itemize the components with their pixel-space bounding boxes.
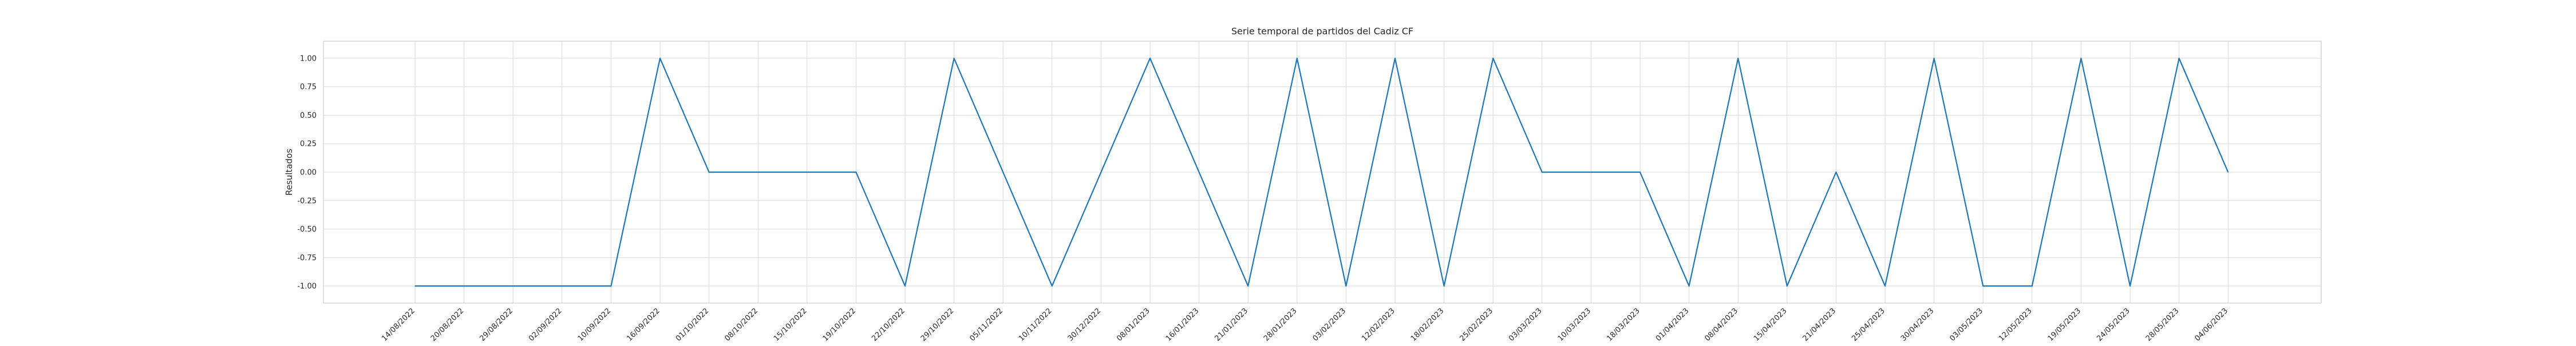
series-layer xyxy=(414,57,2229,287)
y-tick-label: 0.75 xyxy=(300,83,317,92)
y-tick-label: 0.50 xyxy=(300,112,317,120)
x-tick-label: 16/09/2022 xyxy=(625,307,662,343)
x-tick-label: 08/04/2023 xyxy=(1703,307,1740,343)
x-tick-label: 10/09/2022 xyxy=(576,307,613,343)
data-point xyxy=(1787,285,1788,287)
x-tick-label: 29/10/2022 xyxy=(919,307,956,343)
x-tick-label: 25/04/2023 xyxy=(1850,307,1887,343)
data-point xyxy=(1198,172,1200,173)
x-tick-label: 18/03/2023 xyxy=(1605,307,1642,343)
x-axis-ticks: 14/08/2022 20/08/2022 29/08/2022 02/09/2022… xyxy=(380,307,2230,343)
data-point xyxy=(1100,172,1102,173)
x-tick-label: 30/04/2023 xyxy=(1899,307,1936,343)
plot-frame xyxy=(323,41,2322,304)
data-point xyxy=(757,172,758,173)
x-tick-label: 19/10/2022 xyxy=(821,307,858,343)
x-tick-label: 12/05/2023 xyxy=(1997,307,2034,343)
grid-layer xyxy=(323,41,2321,303)
data-point xyxy=(2032,285,2033,287)
x-tick-label: 21/01/2023 xyxy=(1213,307,1250,343)
data-point xyxy=(2129,285,2131,287)
data-point xyxy=(1590,172,1592,173)
x-tick-label: 22/10/2022 xyxy=(870,307,907,343)
x-tick-label: 02/09/2022 xyxy=(527,307,564,343)
x-tick-label: 03/03/2023 xyxy=(1507,307,1544,343)
x-tick-label: 03/05/2023 xyxy=(1948,307,1985,343)
y-tick-label: 0.25 xyxy=(300,140,317,149)
data-point xyxy=(1394,58,1396,59)
data-point xyxy=(1933,58,1935,59)
data-point xyxy=(1247,285,1249,287)
data-point xyxy=(2080,58,2082,59)
x-tick-label: 01/04/2023 xyxy=(1654,307,1691,343)
data-point xyxy=(855,172,857,173)
x-tick-label: 01/10/2022 xyxy=(674,307,711,343)
data-point xyxy=(610,285,612,287)
x-tick-label: 24/05/2023 xyxy=(2095,307,2132,343)
y-axis-ticks: -1.00 -0.75 -0.50 -0.25 0.00 0.25 0.50 0.75 1.00 xyxy=(297,54,317,291)
x-tick-label: 10/03/2023 xyxy=(1556,307,1593,343)
x-tick-label: 28/05/2023 xyxy=(2144,307,2181,343)
y-tick-label: -0.25 xyxy=(297,197,317,205)
x-tick-label: 08/01/2023 xyxy=(1115,307,1152,343)
data-point xyxy=(1639,172,1641,173)
series-line xyxy=(415,57,2229,287)
x-tick-label: 05/11/2022 xyxy=(968,307,1005,343)
x-tick-label: 25/02/2023 xyxy=(1458,307,1495,343)
data-point xyxy=(414,285,416,287)
data-point xyxy=(512,285,513,287)
x-tick-label: 20/08/2022 xyxy=(429,307,466,343)
data-point xyxy=(1443,285,1445,287)
x-tick-label: 28/01/2023 xyxy=(1262,307,1299,343)
data-point xyxy=(463,285,465,287)
y-tick-label: -0.75 xyxy=(297,254,317,263)
data-point xyxy=(1542,172,1543,173)
x-tick-label: 18/02/2023 xyxy=(1409,307,1446,343)
y-tick-label: -1.00 xyxy=(297,283,317,291)
data-point xyxy=(2227,172,2229,173)
data-point xyxy=(1149,58,1151,59)
y-axis-label: Resultados xyxy=(284,149,294,196)
data-point xyxy=(1492,58,1494,59)
data-point xyxy=(2178,58,2180,59)
x-tick-label: 21/04/2023 xyxy=(1801,307,1838,343)
data-point xyxy=(807,172,808,173)
data-point xyxy=(1345,285,1347,287)
data-point xyxy=(904,285,906,287)
data-point xyxy=(562,285,563,287)
chart-title: Serie temporal de partidos del Cadiz CF xyxy=(1231,26,1413,37)
x-tick-label: 14/08/2022 xyxy=(380,307,417,343)
y-tick-label: 0.00 xyxy=(300,169,317,177)
data-point xyxy=(659,58,661,59)
data-point xyxy=(1835,172,1837,173)
data-point xyxy=(1297,58,1298,59)
x-tick-label: 08/10/2022 xyxy=(723,307,760,343)
x-tick-label: 15/04/2023 xyxy=(1752,307,1789,343)
x-tick-label: 04/06/2023 xyxy=(2193,307,2230,343)
x-tick-label: 15/10/2022 xyxy=(772,307,809,343)
x-tick-label: 03/02/2023 xyxy=(1311,307,1348,343)
x-tick-label: 30/12/2022 xyxy=(1066,307,1103,343)
x-tick-label: 10/11/2022 xyxy=(1017,307,1054,343)
x-tick-label: 29/08/2022 xyxy=(478,307,515,343)
data-point xyxy=(1884,285,1886,287)
data-point xyxy=(708,172,710,173)
y-tick-label: 1.00 xyxy=(300,54,317,63)
x-tick-label: 19/05/2023 xyxy=(2046,307,2083,343)
data-point xyxy=(1688,285,1690,287)
data-point xyxy=(953,58,955,59)
y-tick-label: -0.50 xyxy=(297,225,317,234)
data-point xyxy=(1052,285,1053,287)
data-point xyxy=(1002,172,1003,173)
data-point xyxy=(1982,285,1984,287)
x-tick-label: 12/02/2023 xyxy=(1360,307,1397,343)
x-tick-label: 16/01/2023 xyxy=(1164,307,1201,343)
data-point xyxy=(1737,58,1739,59)
